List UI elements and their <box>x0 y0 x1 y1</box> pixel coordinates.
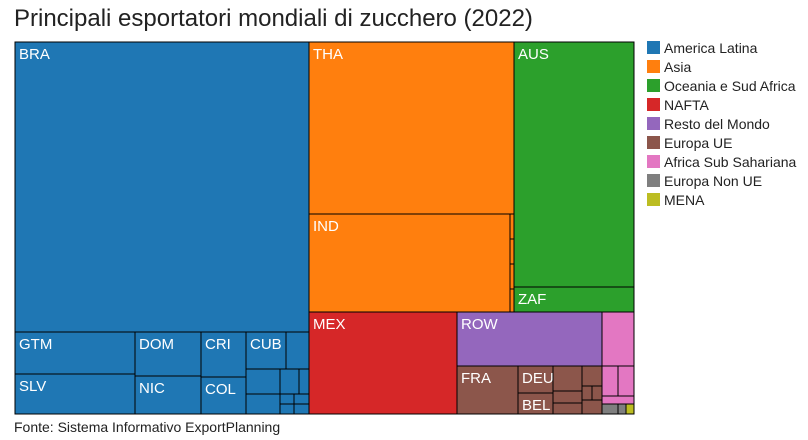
tile-minor <box>279 393 295 405</box>
legend-swatch <box>647 136 660 149</box>
tile-minor <box>552 390 583 404</box>
tile-deu <box>517 365 554 394</box>
tile-label-mex: MEX <box>313 316 346 333</box>
legend-swatch <box>647 98 660 111</box>
tile-label-nic: NIC <box>139 380 165 397</box>
treemap-tiles: BRA GTM SLV DOM NIC CRI COL CUB THA IND AUS ZAF MEX R… <box>14 41 635 415</box>
tile-minor <box>245 393 281 415</box>
tile-minor <box>552 402 583 415</box>
tile-minor <box>509 238 515 265</box>
legend-swatch <box>647 60 660 73</box>
tile-minor <box>285 331 310 370</box>
legend-label: America Latina <box>664 40 758 56</box>
legend-swatch <box>647 79 660 92</box>
legend-swatch <box>647 174 660 187</box>
chart-source: Fonte: Sistema Informativo ExportPlannin… <box>14 419 280 435</box>
tile-minor <box>509 263 515 290</box>
tile-minor <box>581 399 603 415</box>
tile-label-bra: BRA <box>19 46 50 63</box>
tile-tha <box>308 41 515 215</box>
tile-label-cub: CUB <box>250 336 282 353</box>
tile-minor <box>245 368 281 395</box>
tile-label-aus: AUS <box>518 46 549 63</box>
tile-label-bel: BEL <box>522 397 550 414</box>
tile-label-cri: CRI <box>205 336 231 353</box>
tile-col <box>200 376 247 415</box>
tile-slv <box>14 373 136 415</box>
tile-label-col: COL <box>205 381 236 398</box>
tile-minor <box>279 403 295 415</box>
legend: America Latina Asia Oceania e Sud Africa NA… <box>647 40 797 208</box>
tile-minor <box>601 403 619 415</box>
tile-row <box>456 311 603 367</box>
legend-label: Africa Sub Sahariana <box>664 154 797 170</box>
tile-minor <box>581 365 603 387</box>
tile-label-fra: FRA <box>461 370 491 387</box>
tile-label-ind: IND <box>313 218 339 235</box>
tile-minor <box>293 403 310 415</box>
tile-minor <box>581 385 593 401</box>
tile-label-gtm: GTM <box>19 336 52 353</box>
legend-label: Europa UE <box>664 135 732 151</box>
tile-minor <box>509 213 515 240</box>
chart-title: Principali esportatori mondiali di zucch… <box>14 5 533 32</box>
tile-minor <box>601 365 619 397</box>
tile-gtm <box>14 331 136 375</box>
tile-label-deu: DEU <box>522 370 554 387</box>
tile-minor <box>617 403 627 415</box>
tile-label-dom: DOM <box>139 336 174 353</box>
tile-minor <box>293 393 310 405</box>
tile-minor <box>601 395 635 405</box>
tile-minor <box>601 311 635 367</box>
legend-label: MENA <box>664 192 705 208</box>
tile-label-row: ROW <box>461 316 499 333</box>
tile-zaf <box>513 286 635 313</box>
tile-minor <box>591 385 603 401</box>
tile-ind <box>308 213 511 313</box>
tile-label-slv: SLV <box>19 378 46 395</box>
legend-swatch <box>647 193 660 206</box>
legend-swatch <box>647 117 660 130</box>
tile-minor <box>625 403 635 415</box>
tile-minor <box>552 365 583 392</box>
tile-minor <box>617 365 635 397</box>
tile-minor <box>279 368 300 395</box>
tile-aus <box>513 41 635 288</box>
tile-label-zaf: ZAF <box>518 291 546 308</box>
legend-swatch <box>647 41 660 54</box>
legend-label: Europa Non UE <box>664 173 762 189</box>
legend-label: Asia <box>664 59 691 75</box>
legend-label: Oceania e Sud Africa <box>664 78 796 94</box>
tile-bra <box>14 41 310 333</box>
tile-minor <box>298 368 310 395</box>
tile-dom <box>134 331 202 377</box>
tile-minor <box>509 288 515 313</box>
tile-label-tha: THA <box>313 46 343 63</box>
legend-label: Resto del Mondo <box>664 116 770 132</box>
legend-label: NAFTA <box>664 97 710 113</box>
tile-mex <box>308 311 458 415</box>
legend-swatch <box>647 155 660 168</box>
